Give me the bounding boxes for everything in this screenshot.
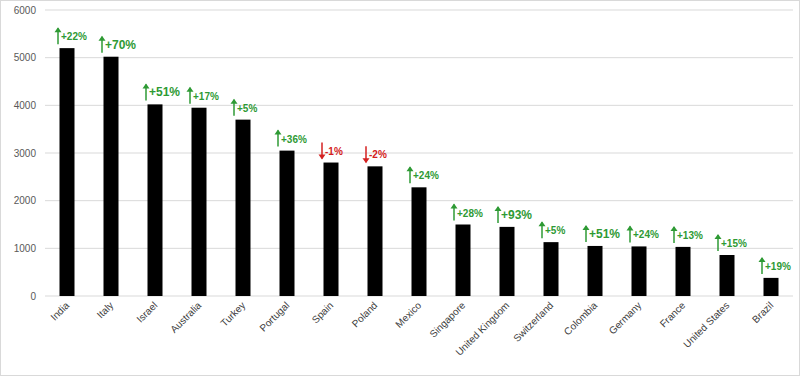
- change-label: +19%: [765, 261, 791, 272]
- bars: [60, 48, 779, 296]
- change-label: +70%: [105, 38, 136, 52]
- bar: [368, 166, 383, 296]
- bar: [148, 104, 163, 296]
- y-tick-label: 2000: [14, 195, 37, 206]
- change-label: +93%: [501, 208, 532, 222]
- x-tick-label: Spain: [310, 300, 336, 326]
- x-tick-label: Germany: [607, 300, 644, 337]
- bar: [236, 120, 251, 296]
- y-tick-label: 5000: [14, 52, 37, 63]
- change-label: +51%: [149, 85, 180, 99]
- y-tick-label: 4000: [14, 100, 37, 111]
- change-label: +13%: [677, 230, 703, 241]
- y-tick-label: 0: [30, 291, 36, 302]
- bar: [456, 225, 471, 297]
- bar: [412, 187, 427, 296]
- bar: [720, 255, 735, 296]
- x-tick-label: France: [658, 299, 688, 329]
- grid-line: [45, 10, 793, 11]
- grid-line: [45, 57, 793, 58]
- y-tick-label: 1000: [14, 243, 37, 254]
- grid: [45, 10, 793, 296]
- bar: [632, 246, 647, 296]
- bar: [192, 108, 207, 296]
- change-label: -2%: [369, 149, 387, 160]
- change-label: +28%: [457, 208, 483, 219]
- y-tick-label: 6000: [14, 5, 37, 16]
- change-label: +5%: [237, 103, 257, 114]
- bar: [60, 48, 75, 296]
- change-label: +24%: [413, 170, 439, 181]
- x-tick-label: Colombia: [562, 299, 600, 337]
- x-tick-label: Poland: [350, 300, 380, 330]
- bar: [588, 246, 603, 296]
- change-label: +51%: [589, 227, 620, 241]
- bar: [764, 278, 779, 296]
- x-tick-label: India: [48, 299, 71, 322]
- bar: [500, 227, 515, 296]
- x-tick-label: Portugal: [257, 300, 291, 334]
- bar: [104, 57, 119, 296]
- x-tick-label: Singapore: [427, 299, 467, 339]
- x-tick-label: Italy: [95, 300, 116, 321]
- change-label: +22%: [61, 31, 87, 42]
- x-tick-label: United Kingdom: [453, 300, 511, 358]
- x-tick-label: Australia: [168, 299, 204, 335]
- y-tick-label: 3000: [14, 148, 37, 159]
- chart-container: 0 1000 2000 3000 4000 5000 6000 India +22% Italy +…: [0, 0, 800, 376]
- change-label: +15%: [721, 238, 747, 249]
- chart-svg: 0 1000 2000 3000 4000 5000 6000 India +22% Italy +…: [0, 0, 800, 376]
- change-label: +5%: [545, 225, 565, 236]
- bar: [544, 242, 559, 296]
- bar: [324, 163, 339, 296]
- x-tick-label: Switzerland: [511, 300, 555, 344]
- change-label: -1%: [325, 146, 343, 157]
- change-label: +36%: [281, 134, 307, 145]
- x-tick-label: United States: [681, 300, 731, 350]
- x-tick-label: Mexico: [393, 299, 423, 329]
- change-label: +17%: [193, 91, 219, 102]
- bar: [676, 247, 691, 296]
- bar: [280, 151, 295, 296]
- x-tick-label: Brazil: [750, 300, 775, 325]
- change-label: +24%: [633, 229, 659, 240]
- chart-frame: [1, 1, 800, 376]
- x-tick-label: Israel: [134, 300, 159, 325]
- labels: India +22% Italy +70% Israel +51% Australia +17…: [48, 27, 791, 358]
- x-tick-label: Turkey: [218, 300, 247, 329]
